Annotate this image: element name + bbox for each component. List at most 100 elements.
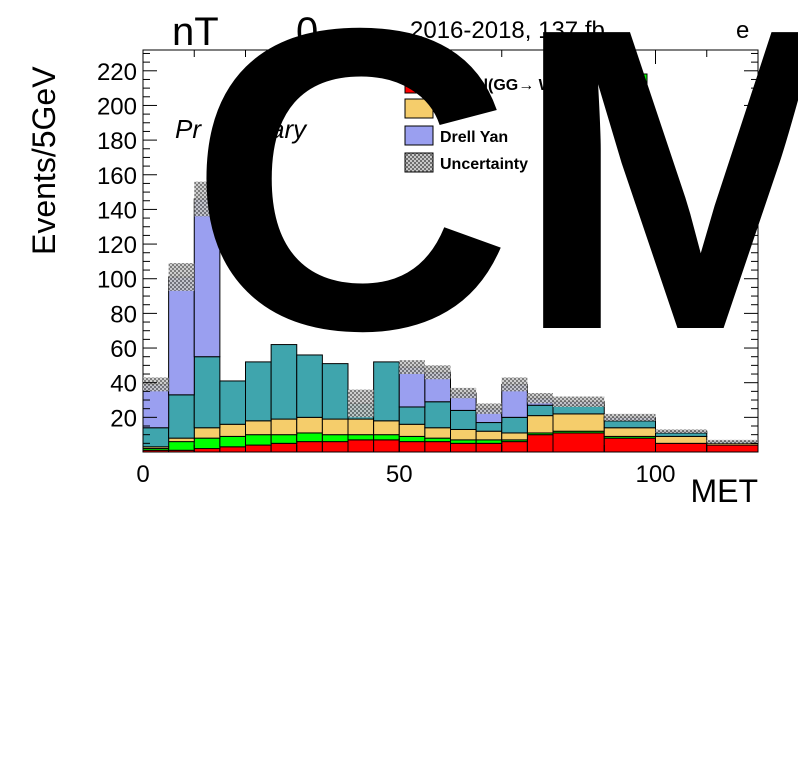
bar-series2-bin2 [193, 427, 221, 439]
y-tick-label-5: 120 [97, 232, 137, 259]
bar-series0-bin4 [245, 444, 272, 453]
y-tick-label-6: 140 [97, 197, 137, 224]
bar-series1-bin1 [168, 441, 195, 451]
x-axis-title: MET [690, 473, 758, 509]
bar-series2-bin18 [655, 435, 708, 444]
preliminary-label-suffix: ary [270, 114, 308, 144]
y-tick-label-10: 220 [97, 59, 137, 86]
bar-series1-bin12 [450, 439, 477, 444]
uncertainty-bin15 [527, 393, 553, 404]
uncertainty-bin16 [553, 396, 605, 407]
x-tick-label-1: 50 [386, 461, 413, 488]
bar-series3-bin11 [424, 401, 451, 429]
bar-series0-bin3 [219, 446, 246, 453]
y-tick-label-7: 160 [97, 163, 137, 190]
bar-series2-bin14 [501, 432, 528, 441]
y-tick-label-4: 100 [97, 267, 137, 294]
bar-series0-bin11 [424, 441, 451, 453]
x-tick-label-2: 100 [635, 461, 675, 488]
bar-series0-bin9 [373, 439, 400, 453]
y-tick-label-3: 80 [110, 301, 137, 328]
bar-series1-bin6 [296, 432, 323, 443]
bar-series3-bin13 [475, 422, 503, 432]
bar-series1-bin8 [347, 434, 375, 441]
bar-series0-bin16 [552, 432, 605, 453]
cms-logo-letters: CM [188, 0, 798, 420]
bar-series0-bin14 [501, 441, 528, 453]
uncertainty-bands [143, 181, 758, 444]
bar-series3-bin6 [296, 354, 323, 418]
lumi-label: 2016-2018, 137 fb [410, 17, 605, 44]
stacked-bars [142, 198, 759, 453]
cms-logo-overlay: CM [188, 0, 798, 420]
bar-series2-bin5 [270, 418, 298, 436]
bar-series2-bin3 [219, 423, 246, 437]
bar-series1-bin5 [270, 434, 298, 444]
bar-series5-bin2 [193, 198, 221, 358]
bar-series0-bin17 [603, 437, 656, 453]
bar-series1-bin4 [245, 434, 272, 446]
legend-label-signal: Signal(GG→ WW) [440, 77, 574, 94]
uncertainty-bin2 [194, 181, 220, 217]
legend-swatch-dark [618, 125, 648, 146]
bar-series0-bin5 [270, 442, 298, 453]
uncertainty-bin14 [501, 377, 528, 392]
legend-swatch-green [618, 73, 648, 94]
bar-series0-bin7 [321, 441, 349, 453]
uncertainty-bin19 [706, 439, 758, 444]
bar-series3-bin18 [655, 432, 708, 437]
preliminary-label: Pr [175, 114, 202, 144]
legend-swatch-teal [618, 98, 648, 119]
y-tick-label-1: 40 [110, 371, 137, 398]
bar-series2-bin11 [424, 427, 451, 439]
legend-swatch-drell-yan [404, 125, 434, 146]
axes: 20 40 60 80 100 120 140 160 180 200 220 0 50 100 [97, 50, 758, 488]
y-tick-label-0: 20 [110, 405, 137, 432]
uncertainty-bin13 [476, 403, 502, 414]
x-tick-label-0: 0 [136, 461, 149, 488]
bar-series1-bin7 [321, 434, 349, 443]
bar-series2-bin12 [450, 428, 477, 441]
bar-series2-bin7 [321, 418, 349, 436]
bar-series3-bin5 [270, 344, 298, 420]
bar-series3-bin4 [245, 361, 272, 422]
bar-series0-bin8 [347, 439, 375, 453]
bar-series1-bin2 [193, 437, 221, 450]
bar-series0-bin19 [706, 444, 759, 453]
bar-series2-bin17 [603, 427, 656, 437]
bar-series0-bin6 [296, 441, 323, 453]
uncertainty-bin18 [655, 429, 707, 433]
bar-series3-bin0 [142, 427, 170, 448]
y-tick-label-2: 60 [110, 336, 137, 363]
bar-series2-bin10 [398, 423, 426, 437]
plot-title-suffix: 0 [296, 10, 318, 54]
legend-label-vv: VV [440, 102, 462, 119]
uncertainty-bin17 [604, 413, 656, 421]
plot-title: nT [172, 10, 219, 54]
uncertainty-bin10 [399, 360, 425, 375]
bar-series0-bin10 [398, 441, 426, 453]
bar-series3-bin17 [603, 420, 656, 429]
bar-series1-bin3 [219, 435, 246, 448]
y-axis-title: Events/5GeV [26, 66, 62, 255]
legend-swatch-signal [404, 73, 434, 94]
bar-series0-bin15 [526, 434, 554, 453]
legend-label-drell-yan: Drell Yan [440, 129, 508, 146]
bar-series2-bin4 [245, 420, 272, 436]
lumi-label-suffix: e [736, 17, 749, 44]
uncertainty-bin12 [450, 387, 477, 399]
bar-series1-bin9 [373, 434, 400, 441]
bar-series2-bin1 [168, 437, 195, 443]
legend: Signal(GG→ WW) VV Drell Yan Uncertainty [404, 73, 648, 173]
bar-series0-bin12 [450, 442, 477, 453]
bar-series0-bin18 [655, 442, 708, 453]
legend-swatch-vv [404, 98, 434, 119]
uncertainty-bin0 [143, 377, 169, 392]
bar-series1-bin10 [398, 435, 426, 443]
bar-series2-bin13 [475, 430, 503, 441]
bar-series2-bin8 [347, 418, 375, 436]
bar-series3-bin9 [373, 361, 400, 422]
y-tick-label-8: 180 [97, 128, 137, 155]
uncertainty-bin11 [424, 365, 451, 380]
